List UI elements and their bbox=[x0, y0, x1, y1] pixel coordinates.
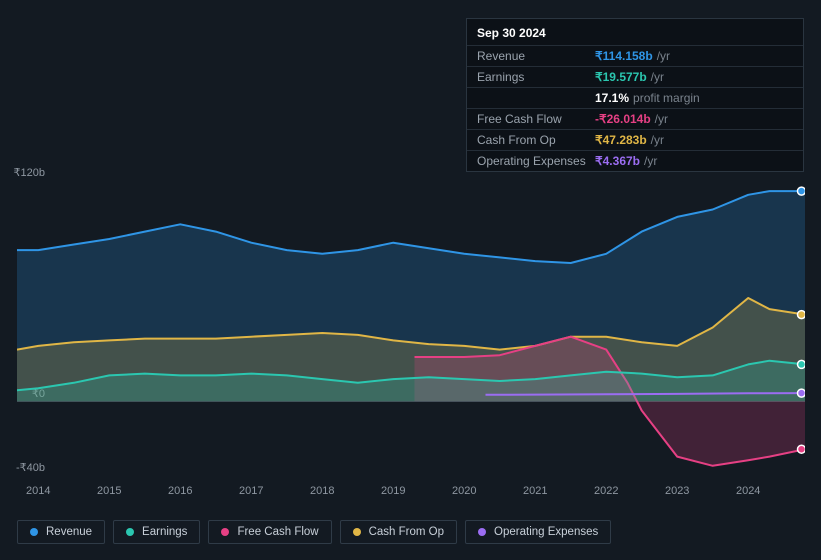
series-end-marker bbox=[798, 389, 806, 397]
tooltip-row: Operating Expenses₹4.367b/yr bbox=[467, 150, 803, 171]
tooltip-row: Cash From Op₹47.283b/yr bbox=[467, 129, 803, 150]
legend-swatch bbox=[478, 528, 486, 536]
legend-label: Operating Expenses bbox=[494, 526, 598, 538]
x-axis-label: 2019 bbox=[373, 485, 413, 497]
tooltip-row: Free Cash Flow-₹26.014b/yr bbox=[467, 108, 803, 129]
tooltip-date: Sep 30 2024 bbox=[467, 19, 803, 45]
x-axis-label: 2024 bbox=[728, 485, 768, 497]
legend-label: Free Cash Flow bbox=[237, 526, 318, 538]
legend-label: Earnings bbox=[142, 526, 187, 538]
x-axis-label: 2023 bbox=[657, 485, 697, 497]
legend-item[interactable]: Cash From Op bbox=[340, 520, 457, 544]
series-end-marker bbox=[798, 445, 806, 453]
series-end-marker bbox=[798, 187, 806, 195]
chart-legend: Revenue Earnings Free Cash Flow Cash From O… bbox=[17, 520, 611, 544]
legend-item[interactable]: Free Cash Flow bbox=[208, 520, 331, 544]
legend-label: Cash From Op bbox=[369, 526, 444, 538]
tooltip-profit-margin: 17.1%profit margin bbox=[467, 87, 803, 108]
tooltip-row: Earnings₹19.577b/yr bbox=[467, 66, 803, 87]
chart-tooltip: Sep 30 2024 Revenue₹114.158b/yrEarnings₹… bbox=[466, 18, 804, 172]
legend-swatch bbox=[353, 528, 361, 536]
x-axis-label: 2022 bbox=[586, 485, 626, 497]
x-axis-label: 2016 bbox=[160, 485, 200, 497]
legend-swatch bbox=[221, 528, 229, 536]
legend-swatch bbox=[30, 528, 38, 536]
series-end-marker bbox=[798, 311, 806, 319]
x-axis-label: 2014 bbox=[18, 485, 58, 497]
chart-plot-area bbox=[17, 180, 805, 475]
legend-item[interactable]: Operating Expenses bbox=[465, 520, 611, 544]
legend-swatch bbox=[126, 528, 134, 536]
x-axis-label: 2020 bbox=[444, 485, 484, 497]
legend-label: Revenue bbox=[46, 526, 92, 538]
legend-item[interactable]: Revenue bbox=[17, 520, 105, 544]
tooltip-row: Revenue₹114.158b/yr bbox=[467, 45, 803, 66]
x-axis-label: 2015 bbox=[89, 485, 129, 497]
series-end-marker bbox=[798, 360, 806, 368]
y-axis-label: ₹120b bbox=[0, 166, 45, 179]
x-axis-label: 2017 bbox=[231, 485, 271, 497]
x-axis-label: 2018 bbox=[302, 485, 342, 497]
x-axis-label: 2021 bbox=[515, 485, 555, 497]
legend-item[interactable]: Earnings bbox=[113, 520, 200, 544]
financial-chart: Sep 30 2024 Revenue₹114.158b/yrEarnings₹… bbox=[0, 0, 821, 560]
